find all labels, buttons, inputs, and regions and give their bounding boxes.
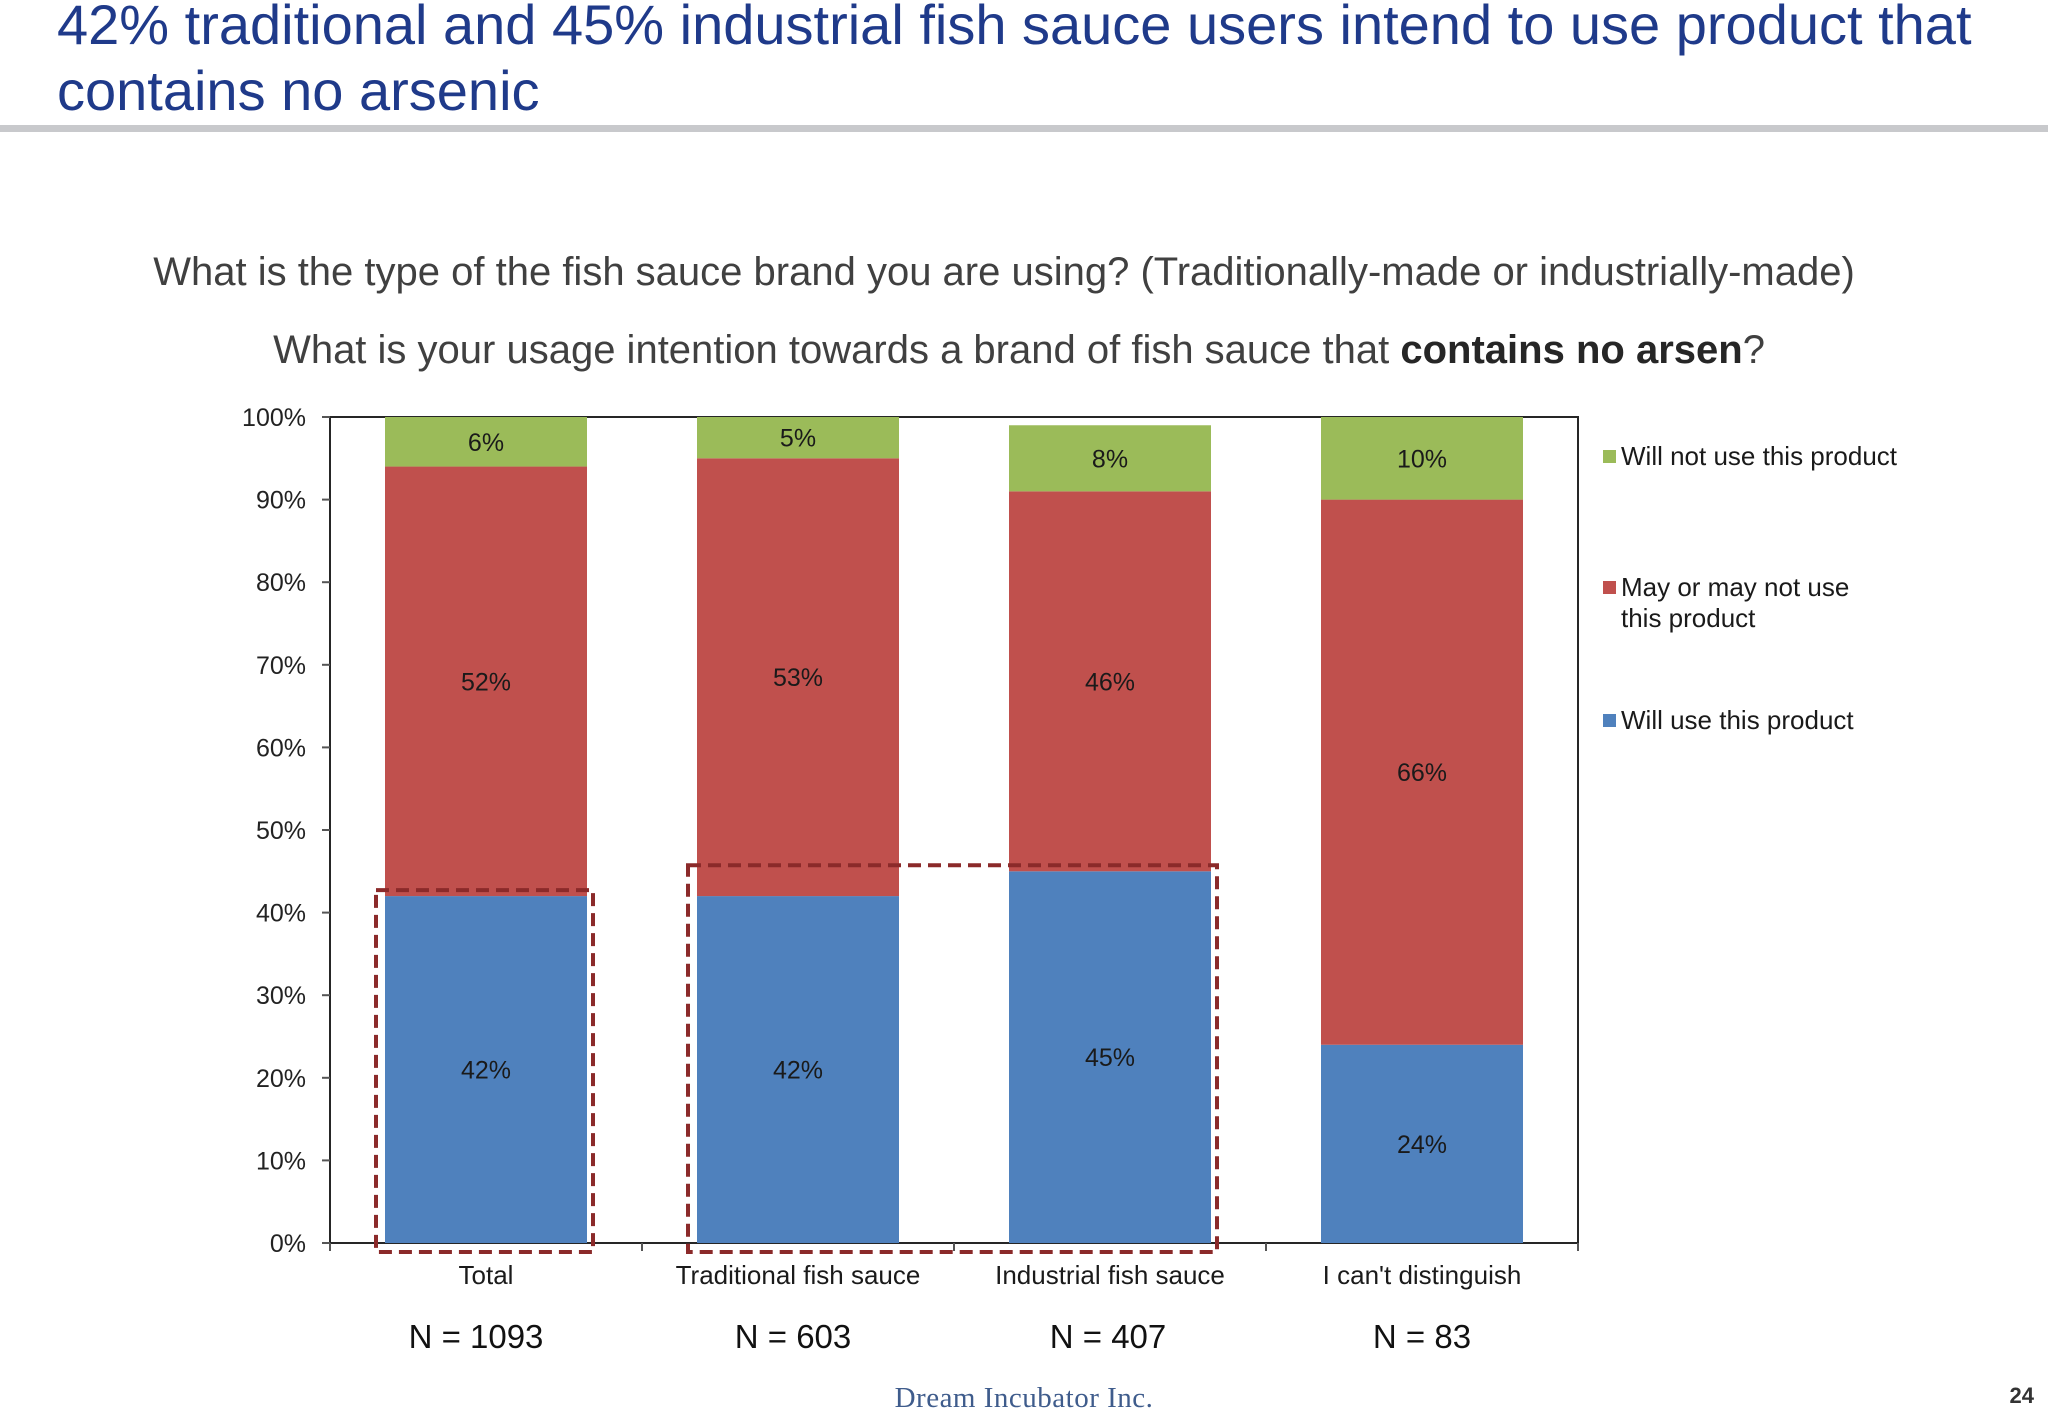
sample-size-label: N = 1093 [408, 1318, 544, 1355]
y-tick-label: 40% [256, 900, 306, 928]
data-label: 5% [780, 425, 816, 453]
data-label: 45% [1085, 1044, 1135, 1072]
legend-label: Will not use this product [1621, 441, 1898, 471]
data-label: 52% [461, 668, 511, 696]
sample-size-label: N = 83 [1372, 1318, 1472, 1355]
data-label: 42% [461, 1057, 511, 1085]
survey-question-1: What is the type of the fish sauce brand… [153, 250, 1855, 294]
highlight-box [686, 863, 1219, 1254]
x-category-label: Traditional fish sauce [676, 1260, 921, 1290]
y-tick-label: 90% [256, 487, 306, 515]
bar-segment [1009, 491, 1211, 872]
slide-title: 42% traditional and 45% industrial fish … [57, 0, 1972, 122]
y-tick-label: 70% [256, 652, 306, 680]
bar-segment [1321, 417, 1523, 500]
y-tick-label: 50% [256, 817, 306, 845]
y-tick-label: 80% [256, 569, 306, 597]
y-tick-label: 0% [270, 1230, 306, 1258]
bar-segment [1009, 871, 1211, 1243]
bar-segment [1009, 425, 1211, 492]
x-category-label: I can't distinguish [1323, 1260, 1522, 1290]
survey-question-2: What is your usage intention towards a b… [0, 328, 2043, 373]
y-tick-label: 20% [256, 1065, 306, 1093]
bar-segment [697, 417, 899, 459]
y-tick-label: 100% [242, 404, 306, 432]
bar-segment [385, 417, 587, 467]
x-category-label: Industrial fish sauce [995, 1260, 1225, 1290]
data-label: 6% [468, 429, 504, 457]
highlight-box [374, 888, 595, 1255]
title-divider [0, 125, 2048, 132]
legend-label: May or may not use this product [1621, 572, 1849, 633]
legend-swatch [1603, 450, 1616, 463]
question-2-text: What is your usage intention towards a b… [273, 328, 1401, 372]
data-label: 42% [773, 1057, 823, 1085]
data-label: 66% [1397, 759, 1447, 787]
bar-segment [697, 458, 899, 897]
data-label: 8% [1092, 445, 1128, 473]
data-label: 24% [1397, 1131, 1447, 1159]
bar-segment [697, 896, 899, 1243]
legend-swatch [1603, 714, 1616, 727]
bar-segment [1321, 1044, 1523, 1243]
page-number: 24 [2009, 1383, 2034, 1408]
bar-segment [385, 466, 587, 897]
data-label: 10% [1397, 445, 1447, 473]
data-label: 53% [773, 664, 823, 692]
bar-segment [385, 896, 587, 1243]
data-label: 46% [1085, 668, 1135, 696]
question-2-end: ? [1742, 328, 1765, 372]
footer-brand: Dream Incubator Inc. [894, 1382, 1154, 1414]
y-tick-label: 10% [256, 1147, 306, 1175]
legend-label: Will use this product [1621, 705, 1854, 735]
x-category-label: Total [459, 1260, 514, 1290]
bar-segment [1321, 499, 1523, 1045]
sample-size-label: N = 407 [1049, 1318, 1167, 1355]
legend-swatch [1603, 581, 1616, 594]
y-tick-label: 30% [256, 982, 306, 1010]
sample-size-label: N = 603 [734, 1318, 852, 1355]
y-tick-label: 60% [256, 734, 306, 762]
question-2-bold: contains no arsen [1400, 328, 1743, 372]
